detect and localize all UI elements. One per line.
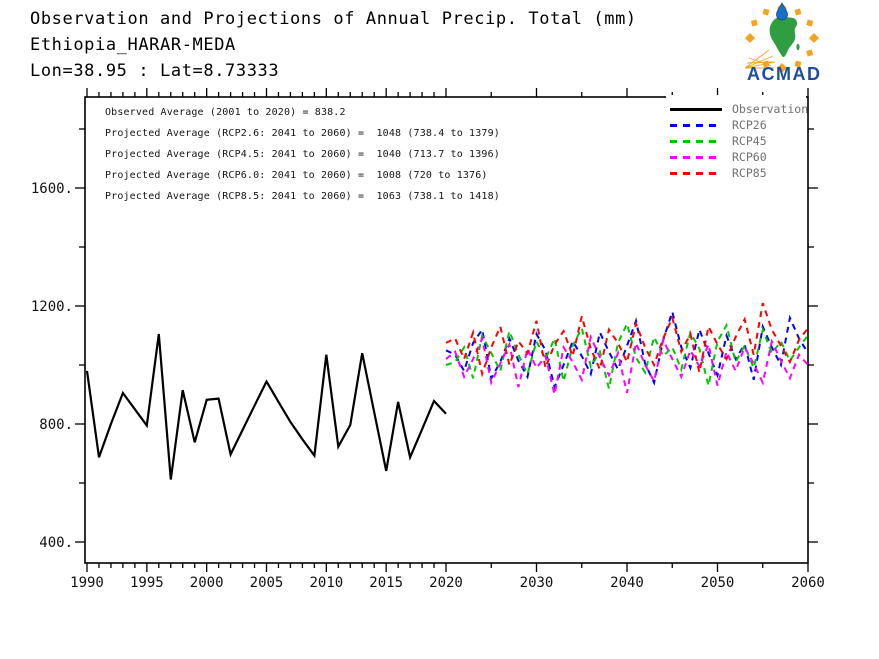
legend-item-observation: Observation	[666, 101, 809, 117]
annotation-rcp45-average: Projected Average (RCP4.5: 2041 to 2060)…	[105, 149, 500, 160]
observation-line	[85, 333, 447, 480]
chart-title: Observation and Projections of Annual Pr…	[30, 9, 637, 29]
x-tick-label: 1990	[70, 575, 104, 591]
sun-ray-diamond-icon	[809, 33, 819, 43]
y-tick-label: 1600.	[31, 181, 73, 197]
x-tick-label: 2015	[369, 575, 403, 591]
y-tick-label: 1200.	[31, 299, 73, 315]
axis-tick-labels: 1990 1995 2000 2005 2010 2015 2020 2030 2040 2050…	[31, 181, 825, 591]
sun-ray-diamond-icon	[806, 19, 814, 27]
mesh-line	[744, 61, 776, 69]
title-block: Observation and Projections of Annual Pr…	[30, 6, 637, 84]
x-tick-label: 2050	[701, 575, 735, 591]
mesh-line	[744, 49, 770, 69]
sun-ray-diamond-icon	[806, 49, 814, 57]
legend: Observation RCP26 RCP45 RCP60 RCP85	[666, 95, 809, 185]
x-tick-label: 2030	[520, 575, 554, 591]
x-tick-label: 2060	[791, 575, 825, 591]
legend-label: RCP85	[732, 166, 767, 180]
x-tick-label: 2005	[250, 575, 284, 591]
acmad-logo-text: ACMAD	[747, 64, 822, 84]
x-tick-label: 2040	[610, 575, 644, 591]
annotation-rcp26-average: Projected Average (RCP2.6: 2041 to 2060)…	[105, 128, 500, 139]
x-tick-label: 2000	[190, 575, 224, 591]
rcp26-line-sample-icon	[670, 123, 722, 127]
legend-item-rcp60: RCP60	[666, 149, 806, 165]
rcp85-line	[445, 302, 809, 378]
sun-ray-diamond-icon	[794, 8, 802, 16]
sun-ray-diamond-icon	[762, 8, 770, 16]
station-coordinates: Lon=38.95 : Lat=8.73333	[30, 61, 280, 81]
legend-label: RCP26	[732, 118, 767, 132]
mesh-cone-icon	[744, 49, 776, 69]
legend-item-rcp85: RCP85	[666, 165, 806, 181]
legend-item-rcp45: RCP45	[666, 133, 806, 149]
legend-label: RCP60	[732, 150, 767, 164]
annotation-rcp60-average: Projected Average (RCP6.0: 2041 to 2060)…	[105, 170, 488, 181]
y-tick-label: 400.	[39, 535, 73, 551]
legend-label: RCP45	[732, 134, 767, 148]
madagascar-icon	[796, 43, 800, 51]
sun-ray-diamond-icon	[777, 63, 787, 73]
acmad-logo: ACMAD	[744, 1, 822, 84]
annotation-rcp85-average: Projected Average (RCP8.5: 2041 to 2060)…	[105, 191, 500, 202]
rcp60-line	[445, 333, 809, 395]
africa-map-icon	[769, 16, 798, 58]
annotation-observed-average: Observed Average (2001 to 2020) = 838.2	[105, 107, 346, 118]
mesh-line	[748, 57, 772, 67]
mesh-line	[746, 61, 774, 64]
rcp85-line-sample-icon	[670, 171, 722, 175]
data-series	[85, 302, 809, 480]
rcp26-line	[445, 308, 809, 391]
legend-label: Observation	[732, 102, 809, 116]
x-tick-label: 2010	[309, 575, 343, 591]
observation-line-sample-icon	[670, 107, 722, 111]
station-name: Ethiopia_HARAR-MEDA	[30, 35, 236, 55]
sun-ray-diamond-icon	[745, 33, 755, 43]
x-tick-label: 1995	[130, 575, 164, 591]
sun-ray-diamond-icon	[750, 19, 758, 27]
axis-ticks	[75, 88, 818, 572]
y-tick-label: 800.	[39, 417, 73, 433]
x-tick-label: 2020	[429, 575, 463, 591]
legend-item-rcp26: RCP26	[666, 117, 806, 133]
rcp45-line-sample-icon	[670, 139, 722, 143]
sun-ray-diamond-icon	[794, 60, 802, 68]
water-drop-icon	[776, 1, 788, 21]
rcp60-line-sample-icon	[670, 155, 722, 159]
